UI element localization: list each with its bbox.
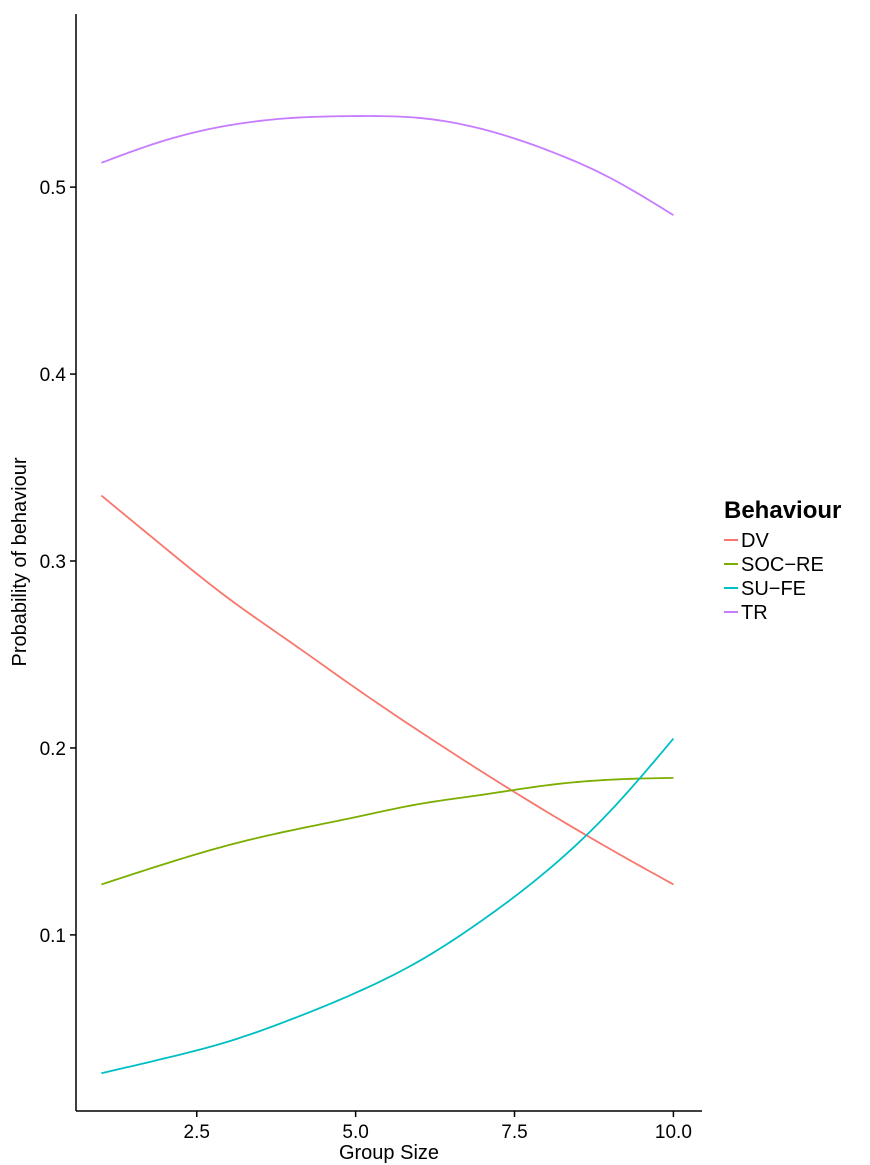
- legend-label: SU−FE: [741, 578, 806, 600]
- y-tick-label: 0.2: [40, 739, 66, 760]
- legend-label: SOC−RE: [741, 554, 824, 576]
- y-tick-label: 0.4: [40, 365, 67, 386]
- x-tick-label: 7.5: [501, 1122, 527, 1143]
- x-tick-label: 2.5: [184, 1122, 210, 1143]
- series-line-0: [100, 494, 674, 886]
- y-tick-label: 0.3: [40, 552, 66, 573]
- y-axis-ticks: 0.1 0.2 0.3 0.4 0.5: [40, 178, 76, 947]
- legend-label: TR: [741, 602, 768, 624]
- y-tick-label: 0.5: [40, 178, 66, 199]
- legend-label: DV: [741, 530, 769, 552]
- y-tick-label: 0.1: [40, 926, 66, 947]
- x-tick-label: 5.0: [342, 1122, 368, 1143]
- legend-title: Behaviour: [724, 497, 841, 524]
- series-line-1: [101, 776, 674, 886]
- series-line-3: [101, 115, 674, 216]
- x-tick-label: 10.0: [655, 1122, 692, 1143]
- chart-axes: [75, 14, 702, 1112]
- y-axis-title: Probability of behaviour: [9, 457, 31, 666]
- series-line-2: [101, 738, 675, 1075]
- series-lines: [100, 115, 675, 1075]
- x-axis-ticks: 2.5 5.0 7.5 10.0: [184, 1111, 692, 1143]
- x-axis-title: Group Size: [339, 1142, 439, 1164]
